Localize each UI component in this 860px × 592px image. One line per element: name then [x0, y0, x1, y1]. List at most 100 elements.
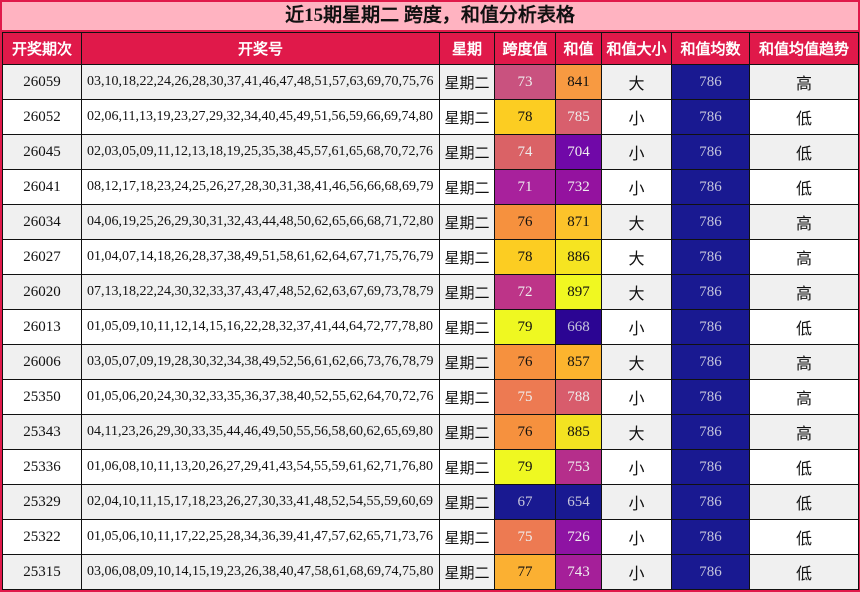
cell-period: 25315: [2, 554, 82, 590]
cell-period: 26059: [2, 64, 82, 100]
cell-span: 75: [494, 519, 556, 555]
cell-period: 26045: [2, 134, 82, 170]
col-header-size: 和值大小: [601, 32, 672, 65]
analysis-table: 开奖期次 开奖号 星期 跨度值 和值 和值大小 和值均数 和值均值趋势 26059 03,10,…: [2, 32, 859, 590]
cell-size: 大: [601, 414, 672, 450]
cell-sum: 743: [555, 554, 602, 590]
cell-span: 73: [494, 64, 556, 100]
cell-period: 26013: [2, 309, 82, 345]
cell-sum: 785: [555, 99, 602, 135]
cell-sum: 788: [555, 379, 602, 415]
cell-period: 26041: [2, 169, 82, 205]
table-row: 26034 04,06,19,25,26,29,30,31,32,43,44,48…: [2, 204, 859, 240]
col-header-avg: 和值均数: [671, 32, 750, 65]
cell-avg: 786: [671, 379, 750, 415]
cell-numbers: 01,05,06,20,24,30,32,33,35,36,37,38,40,5…: [81, 379, 440, 415]
cell-weekday: 星期二: [439, 519, 495, 555]
cell-numbers: 02,03,05,09,11,12,13,18,19,25,35,38,45,5…: [81, 134, 440, 170]
col-header-span: 跨度值: [494, 32, 556, 65]
cell-weekday: 星期二: [439, 239, 495, 275]
cell-trend: 低: [749, 134, 859, 170]
cell-weekday: 星期二: [439, 169, 495, 205]
cell-span: 76: [494, 414, 556, 450]
cell-avg: 786: [671, 414, 750, 450]
table-row: 26041 08,12,17,18,23,24,25,26,27,28,30,31…: [2, 169, 859, 205]
cell-numbers: 03,06,08,09,10,14,15,19,23,26,38,40,47,5…: [81, 554, 440, 590]
cell-numbers: 02,06,11,13,19,23,27,29,32,34,40,45,49,5…: [81, 99, 440, 135]
cell-trend: 高: [749, 274, 859, 310]
cell-period: 25336: [2, 449, 82, 485]
table-row: 26059 03,10,18,22,24,26,28,30,37,41,46,47…: [2, 64, 859, 100]
cell-avg: 786: [671, 239, 750, 275]
cell-trend: 低: [749, 449, 859, 485]
col-header-weekday: 星期: [439, 32, 495, 65]
cell-size: 小: [601, 134, 672, 170]
cell-trend: 高: [749, 64, 859, 100]
cell-period: 25343: [2, 414, 82, 450]
cell-weekday: 星期二: [439, 379, 495, 415]
cell-weekday: 星期二: [439, 64, 495, 100]
cell-avg: 786: [671, 344, 750, 380]
cell-numbers: 04,06,19,25,26,29,30,31,32,43,44,48,50,6…: [81, 204, 440, 240]
table-row: 25315 03,06,08,09,10,14,15,19,23,26,38,40…: [2, 554, 859, 590]
cell-span: 78: [494, 239, 556, 275]
cell-numbers: 01,04,07,14,18,26,28,37,38,49,51,58,61,6…: [81, 239, 440, 275]
cell-weekday: 星期二: [439, 344, 495, 380]
table-row: 25322 01,05,06,10,11,17,22,25,28,34,36,39…: [2, 519, 859, 555]
cell-size: 大: [601, 274, 672, 310]
cell-numbers: 02,04,10,11,15,17,18,23,26,27,30,33,41,4…: [81, 484, 440, 520]
cell-trend: 高: [749, 379, 859, 415]
cell-period: 25322: [2, 519, 82, 555]
cell-span: 71: [494, 169, 556, 205]
cell-period: 26027: [2, 239, 82, 275]
header-row: 开奖期次 开奖号 星期 跨度值 和值 和值大小 和值均数 和值均值趋势: [2, 32, 859, 65]
table-body: 26059 03,10,18,22,24,26,28,30,37,41,46,47…: [2, 64, 859, 590]
cell-avg: 786: [671, 309, 750, 345]
cell-sum: 726: [555, 519, 602, 555]
cell-span: 77: [494, 554, 556, 590]
cell-avg: 786: [671, 169, 750, 205]
table-row: 26045 02,03,05,09,11,12,13,18,19,25,35,38…: [2, 134, 859, 170]
cell-period: 26034: [2, 204, 82, 240]
cell-size: 小: [601, 449, 672, 485]
table-row: 25336 01,06,08,10,11,13,20,26,27,29,41,43…: [2, 449, 859, 485]
cell-avg: 786: [671, 274, 750, 310]
cell-sum: 897: [555, 274, 602, 310]
table-row: 26027 01,04,07,14,18,26,28,37,38,49,51,58…: [2, 239, 859, 275]
cell-sum: 753: [555, 449, 602, 485]
cell-size: 小: [601, 519, 672, 555]
cell-trend: 低: [749, 169, 859, 205]
cell-trend: 低: [749, 484, 859, 520]
cell-weekday: 星期二: [439, 274, 495, 310]
cell-avg: 786: [671, 449, 750, 485]
col-header-sum: 和值: [555, 32, 602, 65]
table-row: 25329 02,04,10,11,15,17,18,23,26,27,30,33…: [2, 484, 859, 520]
cell-period: 26006: [2, 344, 82, 380]
cell-trend: 高: [749, 414, 859, 450]
cell-span: 79: [494, 309, 556, 345]
cell-weekday: 星期二: [439, 99, 495, 135]
cell-sum: 654: [555, 484, 602, 520]
cell-trend: 低: [749, 519, 859, 555]
cell-trend: 高: [749, 204, 859, 240]
cell-size: 小: [601, 379, 672, 415]
cell-size: 小: [601, 99, 672, 135]
cell-numbers: 08,12,17,18,23,24,25,26,27,28,30,31,38,4…: [81, 169, 440, 205]
cell-trend: 低: [749, 554, 859, 590]
cell-span: 72: [494, 274, 556, 310]
page-title: 近15期星期二 跨度，和值分析表格: [2, 2, 858, 32]
cell-span: 75: [494, 379, 556, 415]
cell-size: 大: [601, 204, 672, 240]
cell-avg: 786: [671, 204, 750, 240]
cell-size: 大: [601, 64, 672, 100]
cell-sum: 732: [555, 169, 602, 205]
cell-trend: 低: [749, 99, 859, 135]
table-row: 26006 03,05,07,09,19,28,30,32,34,38,49,52…: [2, 344, 859, 380]
cell-span: 76: [494, 204, 556, 240]
cell-numbers: 03,05,07,09,19,28,30,32,34,38,49,52,56,6…: [81, 344, 440, 380]
cell-trend: 低: [749, 309, 859, 345]
cell-sum: 871: [555, 204, 602, 240]
cell-weekday: 星期二: [439, 449, 495, 485]
cell-trend: 高: [749, 239, 859, 275]
